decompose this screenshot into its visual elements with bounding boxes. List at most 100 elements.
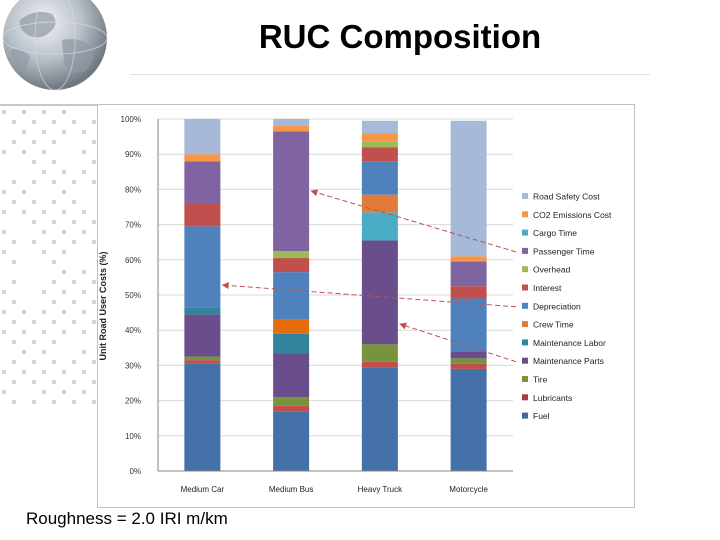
legend-label: Maintenance Parts (533, 356, 604, 366)
decorative-dot (92, 180, 96, 184)
bar-segment (362, 344, 398, 362)
y-tick-label: 100% (121, 115, 141, 124)
decorative-dot (72, 200, 76, 204)
decorative-dot (72, 220, 76, 224)
bar-segment (273, 119, 309, 126)
decorative-dot (12, 180, 16, 184)
bar-segment (273, 258, 309, 272)
decorative-dot (12, 380, 16, 384)
slide-title: RUC Composition (200, 18, 600, 56)
bar-segment (451, 369, 487, 471)
decorative-dot (12, 120, 16, 124)
y-tick-label: 80% (125, 185, 141, 194)
decorative-dot (92, 160, 96, 164)
dot-pattern-decoration (0, 108, 110, 408)
bar-segment (184, 154, 220, 161)
decorative-dot (52, 120, 56, 124)
bar-segment (362, 161, 398, 194)
decorative-dot (62, 310, 66, 314)
decorative-dot (22, 110, 26, 114)
decorative-dot (32, 200, 36, 204)
decorative-dot (92, 400, 96, 404)
decorative-dot (52, 340, 56, 344)
decorative-dot (82, 310, 86, 314)
decorative-dot (62, 230, 66, 234)
legend-label: Overhead (533, 265, 571, 275)
decorative-dot (52, 180, 56, 184)
bar-segment (451, 286, 487, 298)
decorative-dot (22, 370, 26, 374)
decorative-dot (32, 160, 36, 164)
bar-segment (184, 307, 220, 314)
bar-segment (362, 133, 398, 142)
x-tick-label: Medium Bus (269, 485, 313, 494)
decorative-dot (82, 270, 86, 274)
decorative-dot (52, 320, 56, 324)
decorative-dot (72, 180, 76, 184)
legend-swatch (522, 211, 528, 217)
bar-segment (273, 251, 309, 258)
decorative-dot (72, 280, 76, 284)
legend-swatch (522, 358, 528, 364)
decorative-dot (22, 190, 26, 194)
y-tick-label: 70% (125, 221, 141, 230)
stacked-bar-chart: 0%10%20%30%40%50%60%70%80%90%100%Medium … (98, 105, 634, 507)
decorative-dot (2, 330, 6, 334)
decorative-dot (92, 240, 96, 244)
y-tick-label: 90% (125, 150, 141, 159)
decorative-dot (52, 140, 56, 144)
decorative-dot (92, 360, 96, 364)
decorative-dot (12, 140, 16, 144)
decorative-dot (12, 200, 16, 204)
decorative-dot (52, 300, 56, 304)
legend-label: Crew Time (533, 320, 574, 330)
decorative-dot (12, 400, 16, 404)
decorative-dot (82, 390, 86, 394)
decorative-dot (92, 220, 96, 224)
legend-label: Fuel (533, 411, 550, 421)
bar-segment (184, 161, 220, 203)
decorative-dot (72, 240, 76, 244)
bar-segment (184, 314, 220, 356)
decorative-dot (62, 250, 66, 254)
decorative-dot (72, 360, 76, 364)
legend-label: Road Safety Cost (533, 192, 600, 202)
decorative-dot (12, 360, 16, 364)
bar-segment (451, 364, 487, 369)
x-tick-label: Medium Car (181, 485, 225, 494)
bar-segment (451, 262, 487, 287)
globe-logo-icon (0, 0, 120, 110)
decorative-dot (42, 290, 46, 294)
bar-segment (273, 334, 309, 353)
decorative-dot (32, 140, 36, 144)
y-tick-label: 50% (125, 291, 141, 300)
decorative-dot (62, 270, 66, 274)
decorative-dot (62, 190, 66, 194)
chart-frame: 0% 10% 20% 30% 40% 50% 60% 70% 80% 90% 100% Medium … (97, 104, 635, 508)
decorative-dot (62, 130, 66, 134)
bar-segment (184, 357, 220, 361)
decorative-dot (72, 120, 76, 124)
decorative-dot (92, 140, 96, 144)
decorative-dot (52, 160, 56, 164)
decorative-dot (42, 250, 46, 254)
decorative-dot (62, 210, 66, 214)
y-tick-label: 60% (125, 256, 141, 265)
legend-swatch (522, 339, 528, 345)
decorative-dot (42, 170, 46, 174)
y-tick-label: 0% (129, 467, 141, 476)
bar-segment (362, 212, 398, 240)
decorative-dot (2, 390, 6, 394)
x-tick-label: Motorcycle (449, 485, 488, 494)
decorative-dot (62, 110, 66, 114)
legend-label: Lubricants (533, 393, 572, 403)
decorative-dot (62, 170, 66, 174)
decorative-dot (32, 220, 36, 224)
decorative-dot (62, 370, 66, 374)
decorative-dot (72, 300, 76, 304)
decorative-dot (82, 350, 86, 354)
y-axis-label: Unit Road User Costs (%) (98, 251, 108, 360)
decorative-dot (42, 110, 46, 114)
decorative-dot (82, 130, 86, 134)
y-tick-label: 30% (125, 361, 141, 370)
